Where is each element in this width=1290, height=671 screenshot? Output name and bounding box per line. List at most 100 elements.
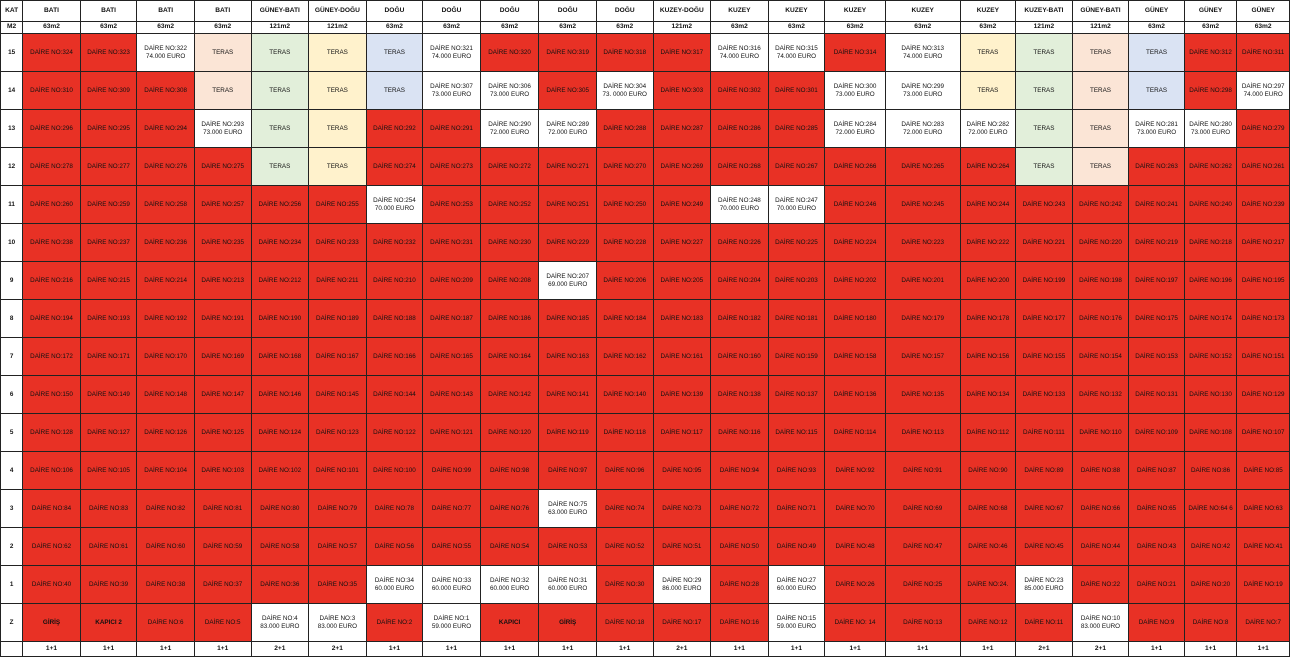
sales-table: KAT BATI BATI BATI BATI GÜNEY-BATI GÜNEY-DOĞU D… [0, 0, 1290, 657]
unit-label: DAİRE NO:254 [373, 196, 416, 204]
unit-cell: DAİRE NO:251 [538, 185, 597, 224]
unit-label: DAİRE NO:300 [833, 82, 877, 90]
unit-label: DAİRE NO:98 [489, 466, 530, 474]
unit-label: KAPICI 2 [95, 618, 122, 626]
room-type-cell: 1+1 [422, 641, 481, 657]
unit-cell: DAİRE NO:103 [193, 451, 252, 490]
area-cell: 63m2 [79, 21, 138, 34]
unit-price: 73.000 EURO [203, 128, 243, 136]
unit-cell: DAİRE NO:227 [652, 223, 712, 262]
room-type-row: 1+1 1+1 1+1 1+1 2+1 2+1 1+1 1+1 1+1 1+1 1+1 2+1 1+1 1… [0, 641, 1290, 657]
unit-label: TERAS [1033, 48, 1055, 56]
unit-cell: DAİRE NO:24. [959, 565, 1017, 604]
unit-label: DAİRE NO:66 [1080, 504, 1121, 512]
unit-label: DAİRE NO:177 [1022, 314, 1066, 322]
unit-cell: DAİRE NO:185 [538, 299, 597, 338]
unit-label: DAİRE NO:106 [30, 466, 73, 474]
unit-label: DAİRE NO:18 [605, 618, 645, 626]
room-type-cell: 1+1 [1236, 641, 1290, 657]
floor-label: 12 [0, 147, 24, 186]
unit-label: DAİRE NO:282 [966, 120, 1010, 128]
floor-row: 14 DAİRE NO:310 DAİRE NO:309 DAİRE NO:308 TE… [0, 71, 1290, 110]
unit-label: TERAS [977, 86, 999, 94]
unit-label: DAİRE NO:61 [88, 542, 129, 550]
unit-label: DAİRE NO:190 [258, 314, 302, 322]
kat-header: KAT [0, 0, 24, 22]
unit-cell: DAİRE NO:122 [365, 413, 424, 452]
unit-cell: DAİRE NO:5 [193, 603, 252, 642]
unit-label: DAİRE NO:137 [775, 390, 818, 398]
unit-cell: DAİRE NO:167 [308, 337, 367, 376]
unit-label: DAİRE NO:65 [1136, 504, 1177, 512]
unit-cell: DAİRE NO:214 [136, 261, 195, 300]
unit-label: DAİRE NO:44 [1080, 542, 1121, 550]
unit-label: DAİRE NO:162 [603, 352, 647, 360]
unit-cell: DAİRE NO:20 [1183, 565, 1238, 604]
unit-label: DAİRE NO:261 [1241, 162, 1285, 170]
unit-label: DAİRE NO:30 [605, 580, 645, 588]
unit-label: DAİRE NO:224 [833, 238, 877, 246]
unit-cell: DAİRE NO:274 [365, 147, 424, 186]
unit-label: DAİRE NO:234 [258, 238, 302, 246]
unit-cell: DAİRE NO:118 [595, 413, 654, 452]
unit-cell: DAİRE NO:307 73.000 EURO [422, 71, 481, 110]
unit-cell: DAİRE NO:79 [308, 489, 367, 528]
unit-cell: DAİRE NO:188 [365, 299, 424, 338]
unit-label: DAİRE NO:60 [146, 542, 186, 550]
unit-label: DAİRE NO:71 [776, 504, 817, 512]
floor-row: 12 DAİRE NO:278 DAİRE NO:277 DAİRE NO:276 DA… [0, 147, 1290, 186]
unit-cell: DAİRE NO:181 [767, 299, 826, 338]
unit-cell: DAİRE NO:291 [422, 109, 481, 148]
unit-label: DAİRE NO:126 [144, 428, 187, 436]
unit-cell: DAİRE NO:151 [1236, 337, 1290, 376]
floor-row: 9 DAİRE NO:216 DAİRE NO:215 DAİRE NO:214 DAİ… [0, 261, 1290, 300]
unit-label: DAİRE NO:280 [1189, 120, 1232, 128]
unit-label: DAİRE NO:87 [1136, 466, 1177, 474]
unit-price: 73.000 EURO [903, 90, 943, 98]
unit-label: DAİRE NO:46 [968, 542, 1008, 550]
unit-label: DAİRE NO:170 [144, 352, 187, 360]
area-cell: 121m2 [308, 21, 367, 34]
unit-cell: DAİRE NO:215 [79, 261, 138, 300]
unit-label: DAİRE NO:51 [662, 542, 702, 550]
unit-cell: DAİRE NO:258 [136, 185, 195, 224]
unit-cell: DAİRE NO:125 [193, 413, 252, 452]
unit-cell: DAİRE NO:130 [1183, 375, 1238, 414]
room-type-cell: 1+1 [538, 641, 597, 657]
unit-cell: DAİRE NO:266 [824, 147, 886, 186]
unit-label: DAİRE NO:178 [966, 314, 1010, 322]
room-type-cell: 1+1 [884, 641, 961, 657]
unit-label: DAİRE NO:184 [603, 314, 647, 322]
unit-cell: DAİRE NO:169 [193, 337, 252, 376]
unit-label: DAİRE NO:302 [718, 86, 761, 94]
unit-price: 74.000 EURO [146, 52, 186, 60]
floor-label: 6 [0, 375, 24, 414]
unit-cell: DAİRE NO:55 [422, 527, 481, 566]
unit-label: DAİRE NO:54 [489, 542, 530, 550]
unit-label: DAİRE NO:221 [1022, 238, 1066, 246]
floor-row: 2 DAİRE NO:62 DAİRE NO:61 DAİRE NO:60 DAİRE … [0, 527, 1290, 566]
unit-cell: DAİRE NO:121 [422, 413, 481, 452]
area-cell: 63m2 [136, 21, 195, 34]
unit-cell: DAİRE NO:6 [136, 603, 195, 642]
unit-cell: DAİRE NO:137 [767, 375, 826, 414]
unit-cell: DAİRE NO:241 [1128, 185, 1185, 224]
unit-cell: DAİRE NO:1 59.000 EURO [422, 603, 481, 642]
unit-cell: DAİRE NO:207 69.000 EURO [538, 261, 597, 300]
unit-label: DAİRE NO:159 [775, 352, 818, 360]
unit-label: DAİRE NO:39 [88, 580, 129, 588]
unit-cell: DAİRE NO:300 73.000 EURO [824, 71, 886, 110]
room-type-cell: 1+1 [22, 641, 81, 657]
floor-label: 9 [0, 261, 24, 300]
floor-label: 8 [0, 299, 24, 338]
direction-header: BATI [22, 0, 81, 22]
unit-cell: DAİRE NO:62 [22, 527, 81, 566]
direction-header: BATI [136, 0, 195, 22]
unit-cell: DAİRE NO:15 59.000 EURO [767, 603, 826, 642]
unit-label: DAİRE NO:293 [201, 120, 245, 128]
unit-label: DAİRE NO:296 [30, 124, 73, 132]
unit-price: 73.000 EURO [489, 90, 530, 98]
unit-cell: DAİRE NO:253 [422, 185, 481, 224]
unit-label: DAİRE NO:227 [660, 238, 704, 246]
unit-label: DAİRE NO:26 [835, 580, 875, 588]
